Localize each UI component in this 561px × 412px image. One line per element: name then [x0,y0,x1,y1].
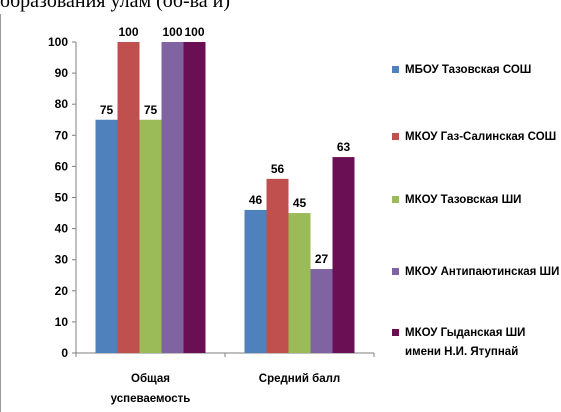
bar [332,157,355,353]
bar-value-label: 100 [184,25,204,39]
x-category-label: Общая [131,373,170,385]
y-tick-label: 30 [55,253,69,267]
y-tick-label: 50 [55,191,69,205]
bar-value-label: 100 [118,25,138,39]
y-tick-label: 80 [55,97,69,111]
y-tick-label: 70 [55,128,69,142]
y-tick-label: 10 [55,315,69,329]
bar [310,269,333,353]
top-text: образования улам (об-ва и) [0,0,231,12]
y-tick-label: 100 [48,35,68,49]
bar [183,42,206,353]
bar [95,119,118,353]
y-tick-label: 60 [55,159,69,173]
y-tick-label: 40 [55,222,69,236]
x-category-label: успеваемость [111,393,191,405]
chart-frame [0,14,561,412]
bar-value-label: 100 [162,25,182,39]
bar-value-label: 45 [293,196,307,210]
bar [266,178,289,353]
legend-item: МБОУ Тазовская СОШ [392,61,561,80]
legend-label: МКОУ Газ-Салинская СОШ [405,131,557,143]
legend-item: МКОУ Тазовская ШИ [392,191,561,210]
legend-swatch [392,196,399,203]
y-tick-label: 90 [55,66,69,80]
bar-value-label: 56 [271,162,285,176]
legend-item: МКОУ Гыданская ШИ имени Н.И. Ятупнай [392,324,561,362]
legend-swatch [392,329,399,336]
legend-swatch [392,66,399,73]
x-category-label: Средний балл [259,373,340,385]
legend-label: МБОУ Тазовская СОШ [405,64,532,76]
bar [117,42,140,353]
bar [288,213,311,353]
bar-value-label: 63 [337,140,351,154]
legend-label: МКОУ Тазовская ШИ [405,194,522,206]
legend-swatch [392,133,399,140]
legend-item: МКОУ Антипаютинская ШИ [392,263,561,282]
bar-value-label: 75 [100,103,114,117]
legend-item: МКОУ Газ-Салинская СОШ [392,128,561,147]
legend-label: МКОУ Гыданская ШИ имени Н.И. Ятупнай [405,327,526,358]
bar [161,42,184,353]
bar-value-label: 27 [315,252,329,266]
bar [244,209,267,353]
y-tick-label: 0 [61,346,68,360]
bar-value-label: 75 [144,103,158,117]
y-tick-label: 20 [55,284,69,298]
legend-label: МКОУ Антипаютинская ШИ [405,266,560,278]
legend-swatch [392,268,399,275]
chart-legend: МБОУ Тазовская СОШ МКОУ Газ-Салинская СОШ… [384,0,561,412]
bar-value-label: 46 [249,193,263,207]
bar [139,119,162,353]
